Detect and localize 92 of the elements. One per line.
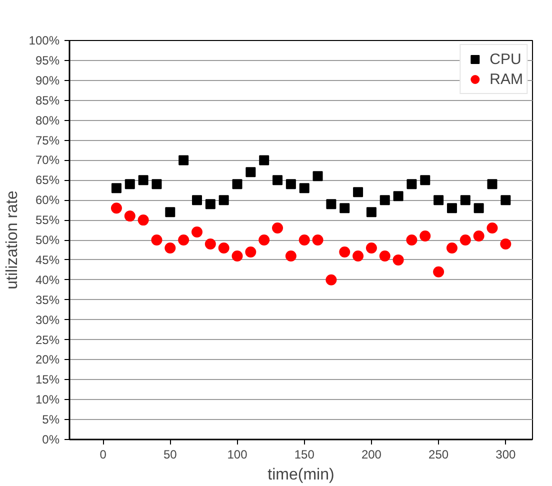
point	[312, 234, 324, 246]
y-axis-title: utilization rate	[4, 190, 21, 290]
y-tick-label: 30%	[35, 312, 60, 327]
point	[379, 250, 390, 262]
point	[232, 250, 243, 262]
point	[406, 234, 418, 246]
point	[285, 250, 296, 262]
legend-label: RAM	[490, 70, 523, 88]
point	[138, 214, 149, 226]
point	[487, 179, 498, 190]
y-tick-label: 100%	[28, 34, 60, 48]
y-tick-label: 20%	[35, 352, 60, 367]
point	[124, 179, 135, 190]
x-tick-label: 50	[163, 448, 178, 462]
point	[486, 222, 498, 234]
point	[326, 199, 336, 210]
point	[204, 238, 216, 250]
point	[245, 246, 256, 258]
point	[366, 207, 376, 218]
x-tick-label: 250	[428, 448, 449, 462]
point	[232, 179, 242, 190]
point	[205, 199, 216, 210]
point	[420, 175, 430, 186]
y-tick-label: 55%	[35, 213, 60, 228]
x-axis-title: time(min)	[268, 466, 334, 484]
point	[500, 238, 512, 250]
point	[191, 226, 202, 238]
point	[258, 234, 270, 246]
point	[353, 187, 364, 198]
point	[380, 195, 390, 206]
y-tick-label: 95%	[35, 53, 60, 68]
point	[446, 203, 457, 214]
legend-label: CPU	[490, 50, 522, 68]
point	[165, 207, 176, 218]
point	[110, 202, 122, 214]
point	[178, 234, 190, 246]
point	[340, 203, 350, 214]
y-tick-label: 75%	[35, 133, 60, 148]
point	[299, 183, 310, 194]
point	[218, 195, 229, 206]
point	[474, 203, 484, 214]
point	[392, 254, 404, 266]
point	[246, 167, 256, 178]
y-tick-label: 65%	[35, 173, 60, 188]
point	[460, 195, 470, 206]
point	[326, 274, 337, 286]
y-tick-label: 15%	[35, 372, 60, 387]
point	[124, 210, 136, 222]
y-tick-label: 5%	[42, 412, 60, 427]
point	[366, 242, 377, 254]
y-tick-label: 60%	[35, 193, 60, 208]
point	[393, 191, 404, 202]
y-tick-label: 40%	[35, 272, 60, 287]
x-tick-label: 300	[496, 448, 516, 462]
y-tick-label: 10%	[35, 392, 60, 407]
point	[138, 175, 148, 186]
point	[339, 246, 350, 258]
x-tick-label: 0	[100, 448, 107, 462]
y-tick-label: 90%	[35, 73, 60, 88]
x-tick-label: 200	[361, 448, 382, 462]
y-tick-label: 80%	[35, 113, 60, 128]
x-tick-label: 150	[294, 448, 315, 462]
point	[286, 179, 296, 190]
point	[352, 250, 364, 262]
x-tick-label: 100	[227, 448, 248, 462]
y-tick-label: 35%	[35, 292, 60, 307]
point	[473, 230, 484, 242]
y-tick-label: 70%	[35, 153, 60, 168]
y-tick-label: 85%	[35, 93, 60, 108]
point	[272, 175, 283, 186]
point	[298, 234, 310, 246]
point	[434, 195, 444, 206]
y-tick-label: 0%	[42, 432, 60, 446]
point	[460, 234, 471, 246]
point	[164, 242, 176, 254]
y-tick-label: 50%	[35, 233, 60, 247]
point	[312, 171, 323, 182]
point	[192, 195, 202, 206]
point	[111, 183, 122, 194]
point	[500, 195, 511, 206]
y-tick-label: 45%	[35, 252, 60, 267]
point	[272, 222, 284, 234]
point	[152, 179, 162, 190]
point	[433, 266, 444, 278]
point	[218, 242, 230, 254]
point	[420, 230, 431, 242]
point	[151, 234, 162, 246]
y-tick-label: 25%	[35, 332, 60, 347]
point	[178, 155, 189, 166]
point	[259, 155, 270, 166]
point	[406, 179, 417, 190]
point	[446, 242, 458, 254]
